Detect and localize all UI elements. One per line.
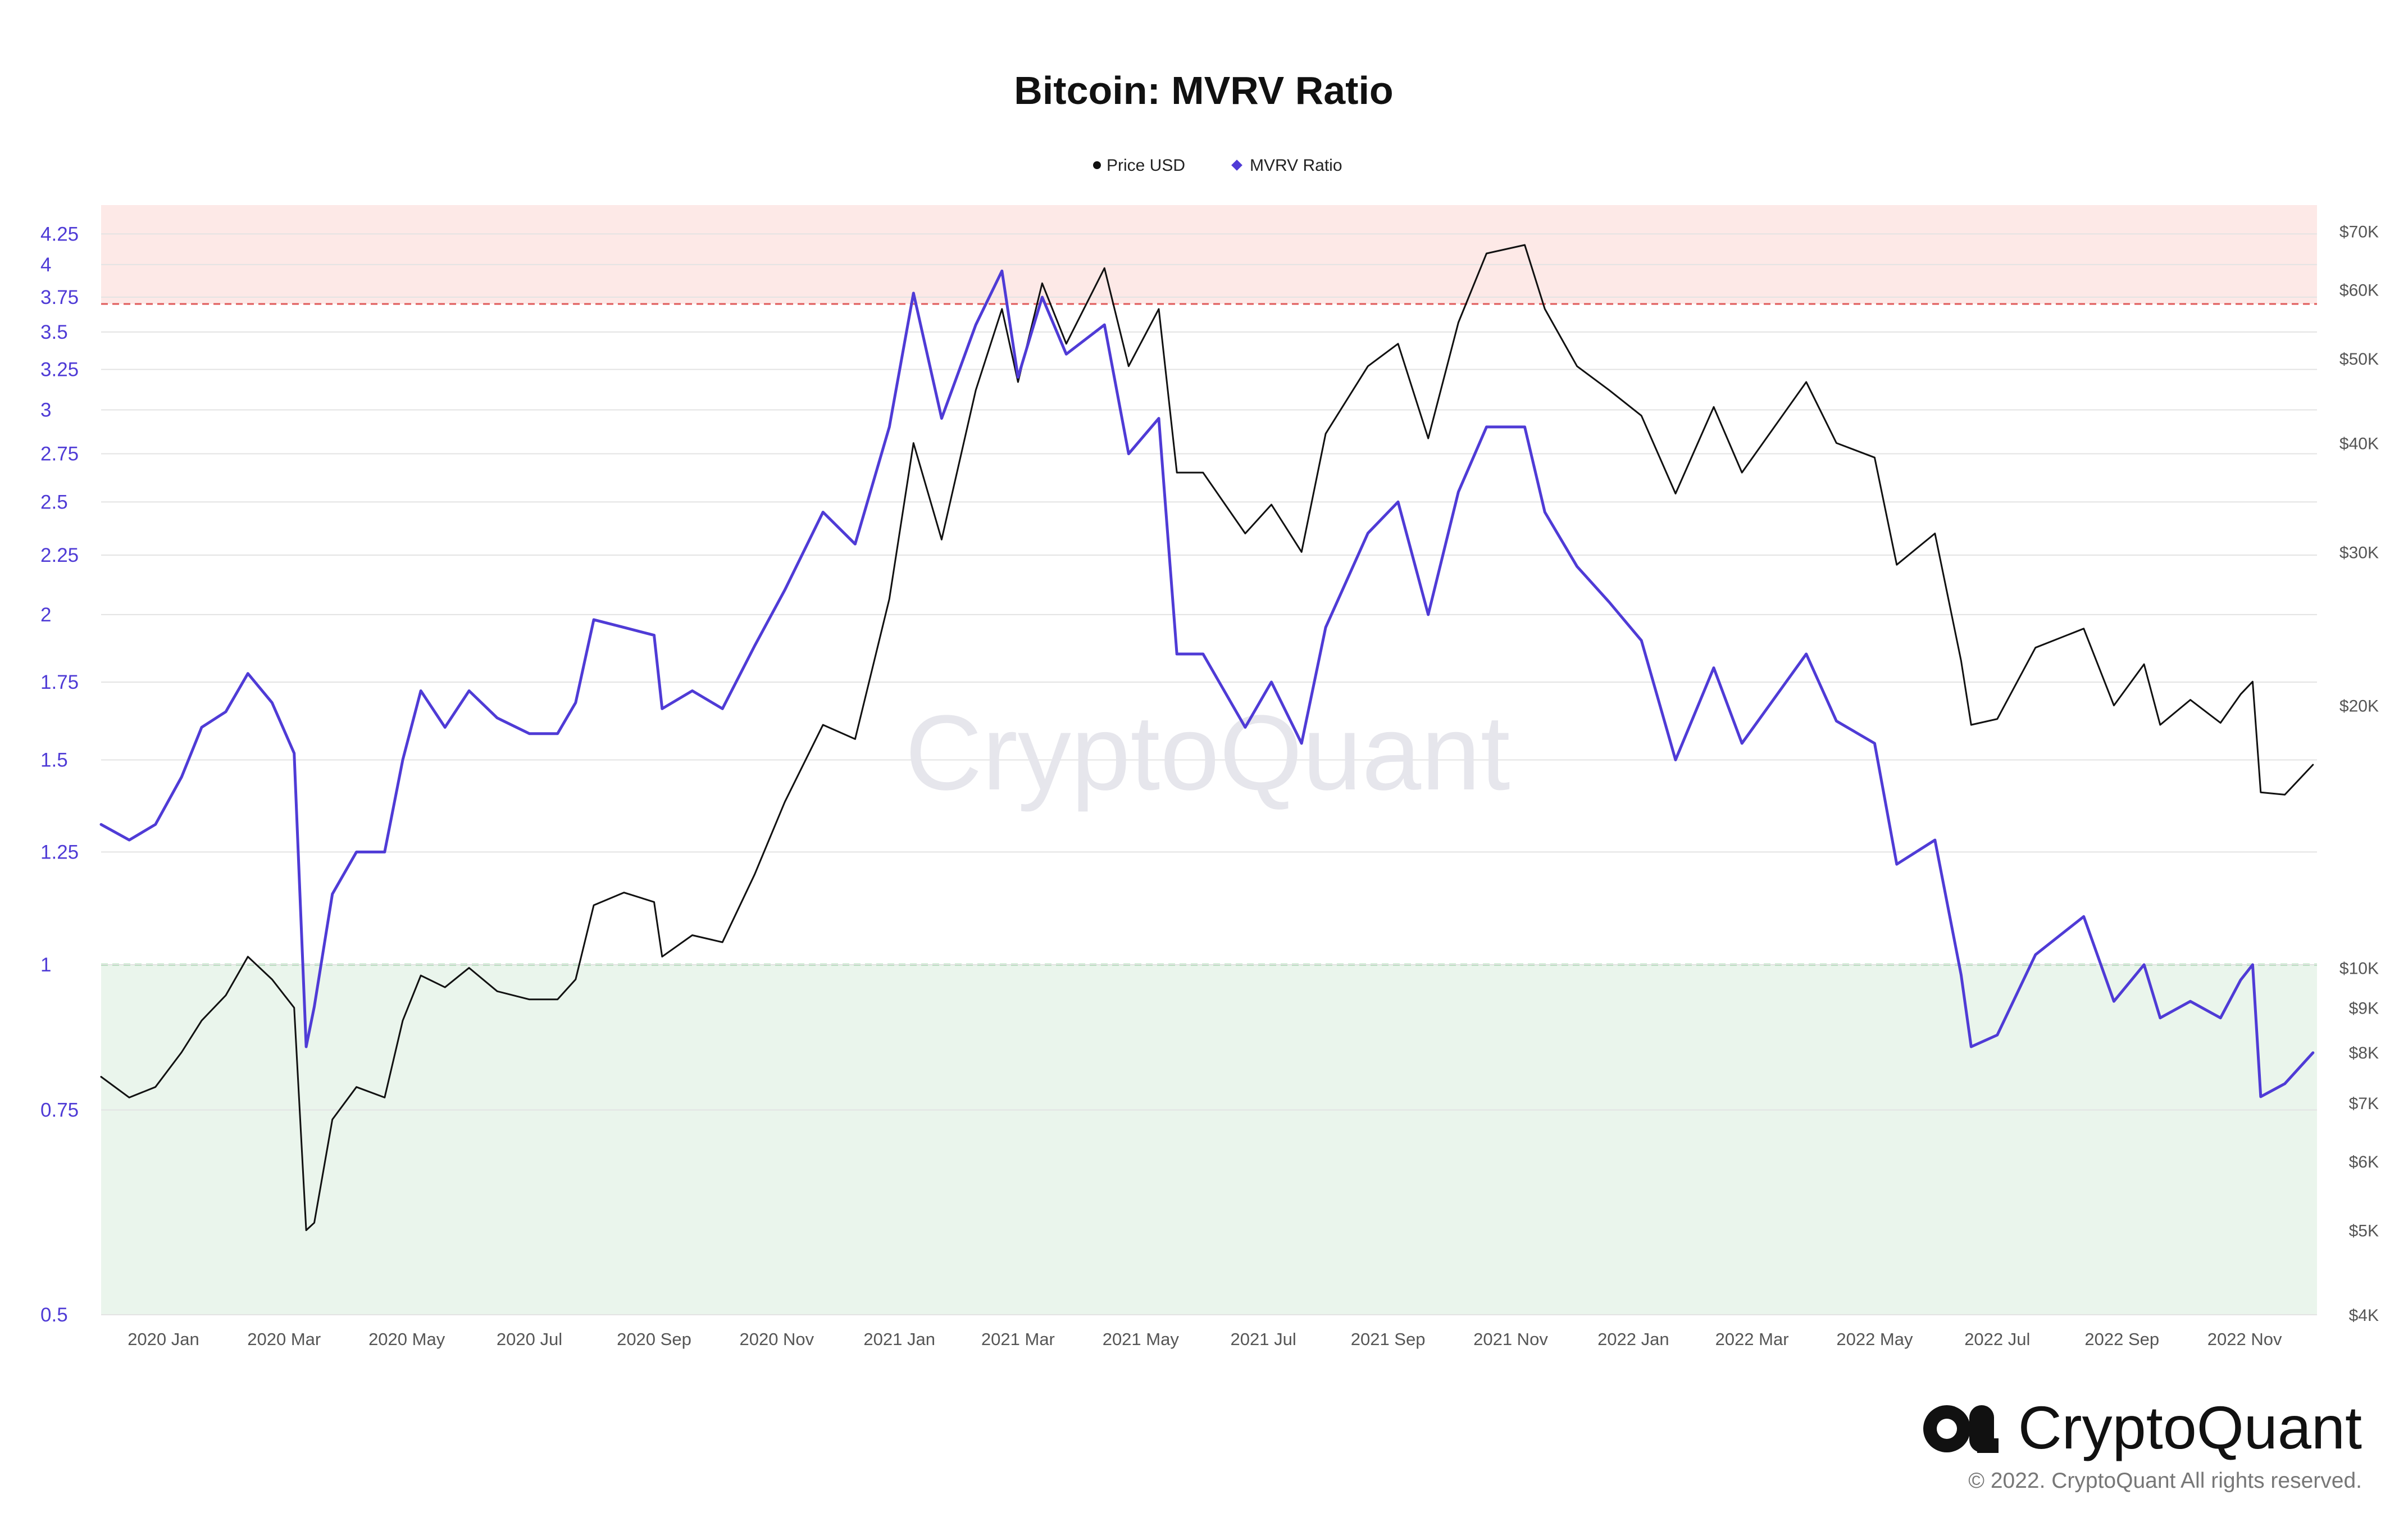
- x-tick-label: 2021 Jul: [1231, 1329, 1296, 1349]
- mvrv-ratio-line: [99, 269, 2315, 1098]
- x-tick-label: 2020 May: [368, 1329, 445, 1349]
- left-tick-label: 2.75: [40, 443, 79, 465]
- x-tick-label: 2021 Sep: [1351, 1329, 1426, 1349]
- left-tick-label: 0.75: [40, 1100, 79, 1121]
- left-tick-label: 0.5: [40, 1304, 68, 1326]
- right-tick-label: $6K: [2349, 1153, 2379, 1171]
- right-tick-label: $9K: [2349, 1000, 2379, 1018]
- x-tick-label: 2020 Jan: [128, 1329, 199, 1349]
- undervalued-band: [101, 964, 2317, 1315]
- x-tick-label: 2022 Jan: [1597, 1329, 1669, 1349]
- watermark: CryptoQuant: [905, 693, 1510, 812]
- x-tick-label: 2020 Jul: [497, 1329, 562, 1349]
- x-tick-label: 2022 Jul: [1964, 1329, 2030, 1349]
- right-tick-label: $50K: [2339, 350, 2379, 369]
- x-tick-label: 2021 May: [1103, 1329, 1180, 1349]
- right-tick-label: $5K: [2349, 1222, 2379, 1241]
- x-tick-label: 2022 Nov: [2207, 1329, 2282, 1349]
- right-tick-label: $4K: [2349, 1306, 2379, 1325]
- x-tick-label: 2021 Jan: [863, 1329, 935, 1349]
- copyright-text: © 2022. CryptoQuant All rights reserved.: [1968, 1469, 2362, 1493]
- brand-name: CryptoQuant: [2018, 1393, 2362, 1461]
- right-tick-label: $20K: [2339, 697, 2379, 716]
- x-tick-label: 2020 Nov: [739, 1329, 814, 1349]
- series-layer: [99, 244, 2315, 1232]
- brand-logo: CryptoQuant: [1923, 1393, 2362, 1461]
- left-axis-ticks: 0.5 0.75 1 1.25 1.5 1.75 2 2.25 2.5 2.75 3 3.25 3.5 3…: [40, 223, 79, 1326]
- right-tick-label: $10K: [2339, 960, 2379, 978]
- x-tick-label: 2021 Nov: [1473, 1329, 1548, 1349]
- legend-price-marker-icon: [1093, 161, 1101, 169]
- legend-mvrv-label: MVRV Ratio: [1250, 156, 1342, 175]
- left-tick-label: 2.25: [40, 544, 79, 566]
- left-tick-label: 4: [40, 254, 51, 276]
- left-tick-label: 1.25: [40, 841, 79, 863]
- x-tick-label: 2022 Sep: [2084, 1329, 2159, 1349]
- threshold-bands: [101, 205, 2317, 1315]
- legend-mvrv-marker-icon: [1231, 160, 1242, 171]
- right-axis-ticks: $4K $5K $6K $7K $8K $9K $10K $20K $30K $40K $50K $6…: [2339, 222, 2379, 1325]
- right-tick-label: $8K: [2349, 1044, 2379, 1062]
- legend-item-mvrv[interactable]: MVRV Ratio: [1231, 156, 1342, 175]
- right-tick-label: $70K: [2339, 222, 2379, 241]
- left-tick-label: 1: [40, 954, 51, 976]
- left-tick-label: 4.25: [40, 223, 79, 245]
- left-tick-label: 3.75: [40, 287, 79, 308]
- left-tick-label: 2: [40, 604, 51, 626]
- x-tick-label: 2021 Mar: [981, 1329, 1055, 1349]
- left-tick-label: 1.75: [40, 671, 79, 693]
- right-tick-label: $60K: [2339, 281, 2379, 299]
- overvalued-band: [101, 205, 2317, 304]
- legend: Price USD MVRV Ratio: [1093, 156, 1342, 175]
- left-tick-label: 2.5: [40, 491, 68, 513]
- x-tick-label: 2022 Mar: [1715, 1329, 1789, 1349]
- legend-price-label: Price USD: [1107, 156, 1185, 175]
- x-axis-ticks: 2020 Jan 2020 Mar 2020 May 2020 Jul 2020 Sep…: [128, 1329, 2282, 1349]
- left-tick-label: 3.5: [40, 321, 68, 343]
- grid-lines: [101, 233, 2317, 1315]
- x-tick-label: 2020 Sep: [617, 1329, 691, 1349]
- left-tick-label: 3.25: [40, 359, 79, 381]
- chart-title: Bitcoin: MVRV Ratio: [1014, 69, 1393, 112]
- right-tick-label: $30K: [2339, 543, 2379, 562]
- left-tick-label: 1.5: [40, 750, 68, 771]
- price-usd-line: [100, 244, 2314, 1232]
- x-tick-label: 2022 May: [1836, 1329, 1913, 1349]
- left-tick-label: 3: [40, 399, 51, 421]
- x-tick-label: 2020 Mar: [247, 1329, 321, 1349]
- legend-item-price[interactable]: Price USD: [1093, 156, 1185, 175]
- cryptoquant-logo-icon: [1923, 1405, 1999, 1453]
- right-tick-label: $7K: [2349, 1094, 2379, 1113]
- right-tick-label: $40K: [2339, 435, 2379, 453]
